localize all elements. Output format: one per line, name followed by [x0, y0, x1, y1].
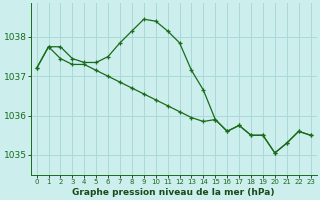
X-axis label: Graphe pression niveau de la mer (hPa): Graphe pression niveau de la mer (hPa) [72, 188, 275, 197]
